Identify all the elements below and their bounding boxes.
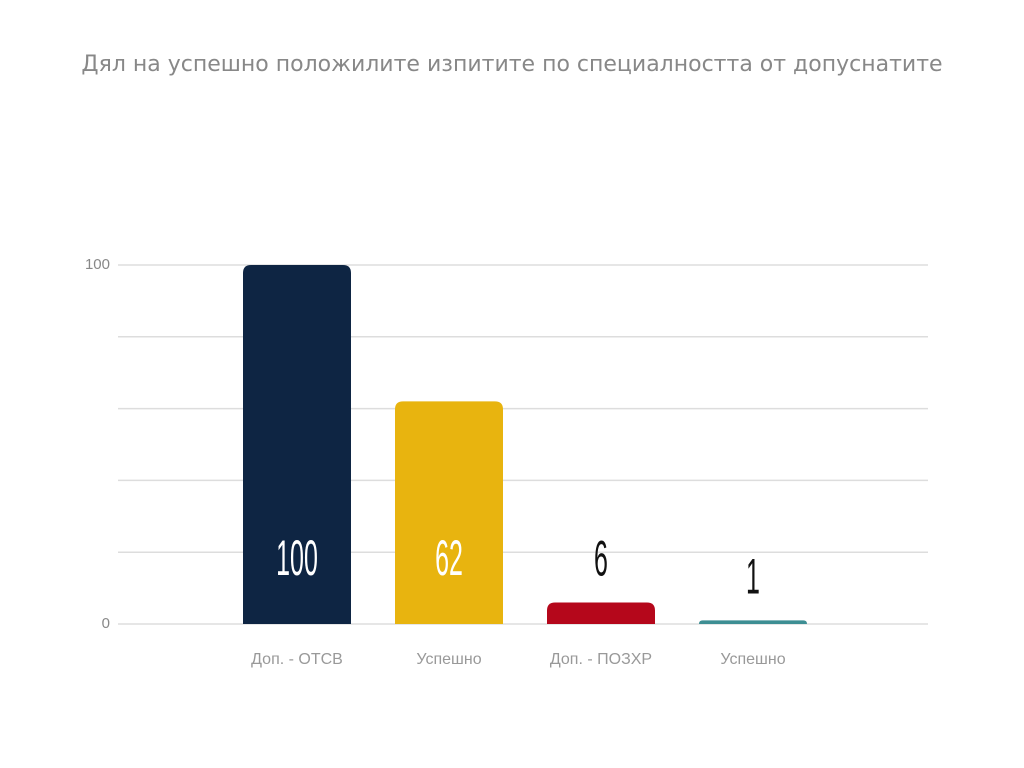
x-tick-label: Успешно [416,651,481,668]
bar [243,265,351,624]
value-label: 1 [746,549,760,605]
bar [547,602,655,624]
value-label: 100 [276,531,318,587]
value-label: 6 [594,531,608,587]
y-tick-label: 0 [102,615,110,632]
x-tick-label: Успешно [720,651,785,668]
y-tick-label: 100 [85,256,110,273]
value-label: 62 [435,531,463,587]
x-tick-label: Доп. - ПОЗХР [550,651,652,668]
chart-title: Дял на успешно положилите изпитите по сп… [81,52,942,77]
x-tick-label: Доп. - ОТСВ [251,651,343,668]
bar [699,620,807,624]
bar [395,401,503,624]
